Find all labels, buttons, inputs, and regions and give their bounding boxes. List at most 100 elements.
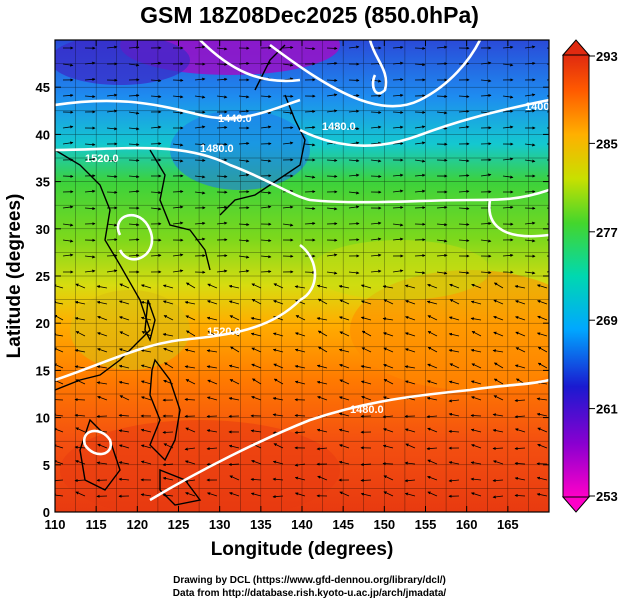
wind-arrow bbox=[294, 380, 306, 385]
wind-arrow bbox=[339, 379, 350, 385]
wind-arrow bbox=[206, 492, 218, 497]
wind-arrow bbox=[194, 125, 206, 129]
wind-arrow bbox=[62, 125, 74, 129]
wind-arrow bbox=[392, 125, 404, 129]
x-axis-title: Longitude (degrees) bbox=[211, 539, 394, 560]
wind-arrow bbox=[370, 125, 382, 129]
wind-arrow bbox=[537, 315, 548, 321]
x-tick-label: 125 bbox=[168, 517, 190, 532]
wind-arrow bbox=[84, 142, 96, 147]
wind-arrow bbox=[185, 492, 196, 497]
wind-arrow bbox=[304, 143, 316, 147]
wind-arrow bbox=[404, 284, 416, 289]
contour-label: 1520.0 bbox=[207, 326, 241, 338]
wind-arrow bbox=[140, 396, 152, 401]
wind-arrow bbox=[62, 93, 74, 98]
wind-arrow bbox=[493, 331, 504, 337]
wind-arrow bbox=[251, 395, 262, 401]
wind-arrow bbox=[449, 363, 460, 369]
wind-arrow bbox=[458, 238, 470, 243]
x-tick-label: 155 bbox=[415, 517, 437, 532]
wind-arrow bbox=[471, 331, 482, 337]
wind-arrow bbox=[316, 284, 328, 289]
wind-arrow bbox=[348, 191, 360, 195]
y-axis: 0 5 10 15 20 25 30 35 40 45 bbox=[36, 80, 549, 520]
wind-arrow bbox=[339, 491, 350, 497]
wind-arrow bbox=[502, 253, 514, 257]
wind-arrow bbox=[493, 362, 504, 369]
colorbar-tick-label: 277 bbox=[596, 225, 618, 240]
wind-arrow bbox=[338, 412, 350, 417]
wind-arrow bbox=[228, 397, 240, 401]
x-axis: 110 115 120 125 130 135 140 145 150 155 160 165 bbox=[45, 40, 519, 532]
wind-arrow bbox=[326, 93, 338, 97]
wind-arrow bbox=[502, 205, 514, 210]
wind-arrow bbox=[493, 315, 504, 321]
wind-arrow bbox=[74, 316, 86, 321]
wind-arrow bbox=[62, 141, 74, 145]
wind-arrow bbox=[448, 479, 460, 483]
contour-label: 1520.0 bbox=[85, 153, 119, 165]
wind-arrow bbox=[348, 205, 360, 209]
wind-arrow bbox=[370, 110, 382, 115]
wind-arrow bbox=[106, 174, 118, 179]
wind-arrow bbox=[339, 331, 350, 337]
wind-arrow bbox=[339, 444, 350, 449]
wind-arrow bbox=[282, 205, 294, 209]
wind-arrow bbox=[96, 300, 108, 305]
wind-arrow bbox=[75, 427, 86, 433]
wind-arrow bbox=[339, 299, 350, 305]
x-tick-label: 140 bbox=[291, 517, 313, 532]
wind-arrow bbox=[294, 285, 306, 289]
wind-arrow bbox=[194, 142, 206, 147]
wind-arrow bbox=[282, 45, 294, 50]
wind-arrow bbox=[458, 173, 470, 178]
wind-arrow bbox=[536, 284, 548, 289]
wind-arrow bbox=[480, 93, 492, 98]
wind-arrow bbox=[229, 475, 240, 481]
wind-arrow bbox=[172, 95, 184, 99]
wind-arrow bbox=[185, 427, 196, 433]
wind-arrow bbox=[184, 365, 196, 369]
wind-arrow bbox=[260, 159, 272, 163]
wind-arrow bbox=[185, 330, 196, 337]
wind-arrow bbox=[470, 461, 482, 465]
wind-arrow bbox=[427, 491, 438, 497]
wind-arrow bbox=[184, 348, 196, 353]
wind-arrow bbox=[294, 430, 306, 435]
wind-arrow bbox=[514, 415, 526, 419]
wind-arrow bbox=[251, 283, 262, 289]
wind-arrow bbox=[502, 125, 514, 129]
wind-arrow bbox=[304, 175, 316, 179]
wind-arrow bbox=[150, 207, 162, 211]
wind-arrow bbox=[414, 46, 426, 50]
wind-arrow bbox=[260, 191, 272, 195]
wind-arrow bbox=[238, 222, 250, 227]
wind-arrow bbox=[436, 94, 448, 99]
wind-arrow bbox=[404, 461, 416, 465]
wind-arrow bbox=[184, 397, 196, 402]
wind-arrow bbox=[172, 269, 184, 273]
wind-arrow bbox=[55, 493, 64, 497]
wind-arrow bbox=[250, 429, 262, 433]
wind-arrow bbox=[383, 347, 394, 353]
wind-arrow bbox=[427, 459, 438, 465]
wind-arrow bbox=[272, 477, 284, 481]
wind-arrow bbox=[140, 493, 152, 497]
wind-arrow bbox=[492, 349, 504, 353]
wind-arrow bbox=[55, 314, 64, 321]
wind-arrow bbox=[118, 300, 130, 305]
wind-arrow bbox=[185, 315, 196, 321]
x-tick-label: 110 bbox=[45, 517, 66, 532]
wind-arrow bbox=[502, 175, 514, 179]
wind-arrow bbox=[304, 47, 316, 51]
wind-arrow bbox=[150, 78, 162, 83]
wind-arrow bbox=[427, 346, 438, 353]
wind-arrow bbox=[216, 269, 228, 273]
wind-arrow bbox=[436, 253, 448, 258]
wind-arrow bbox=[272, 332, 284, 337]
wind-arrow bbox=[427, 475, 438, 481]
wind-arrow bbox=[304, 270, 316, 274]
wind-arrow bbox=[316, 380, 328, 385]
wind-arrow bbox=[493, 378, 504, 385]
